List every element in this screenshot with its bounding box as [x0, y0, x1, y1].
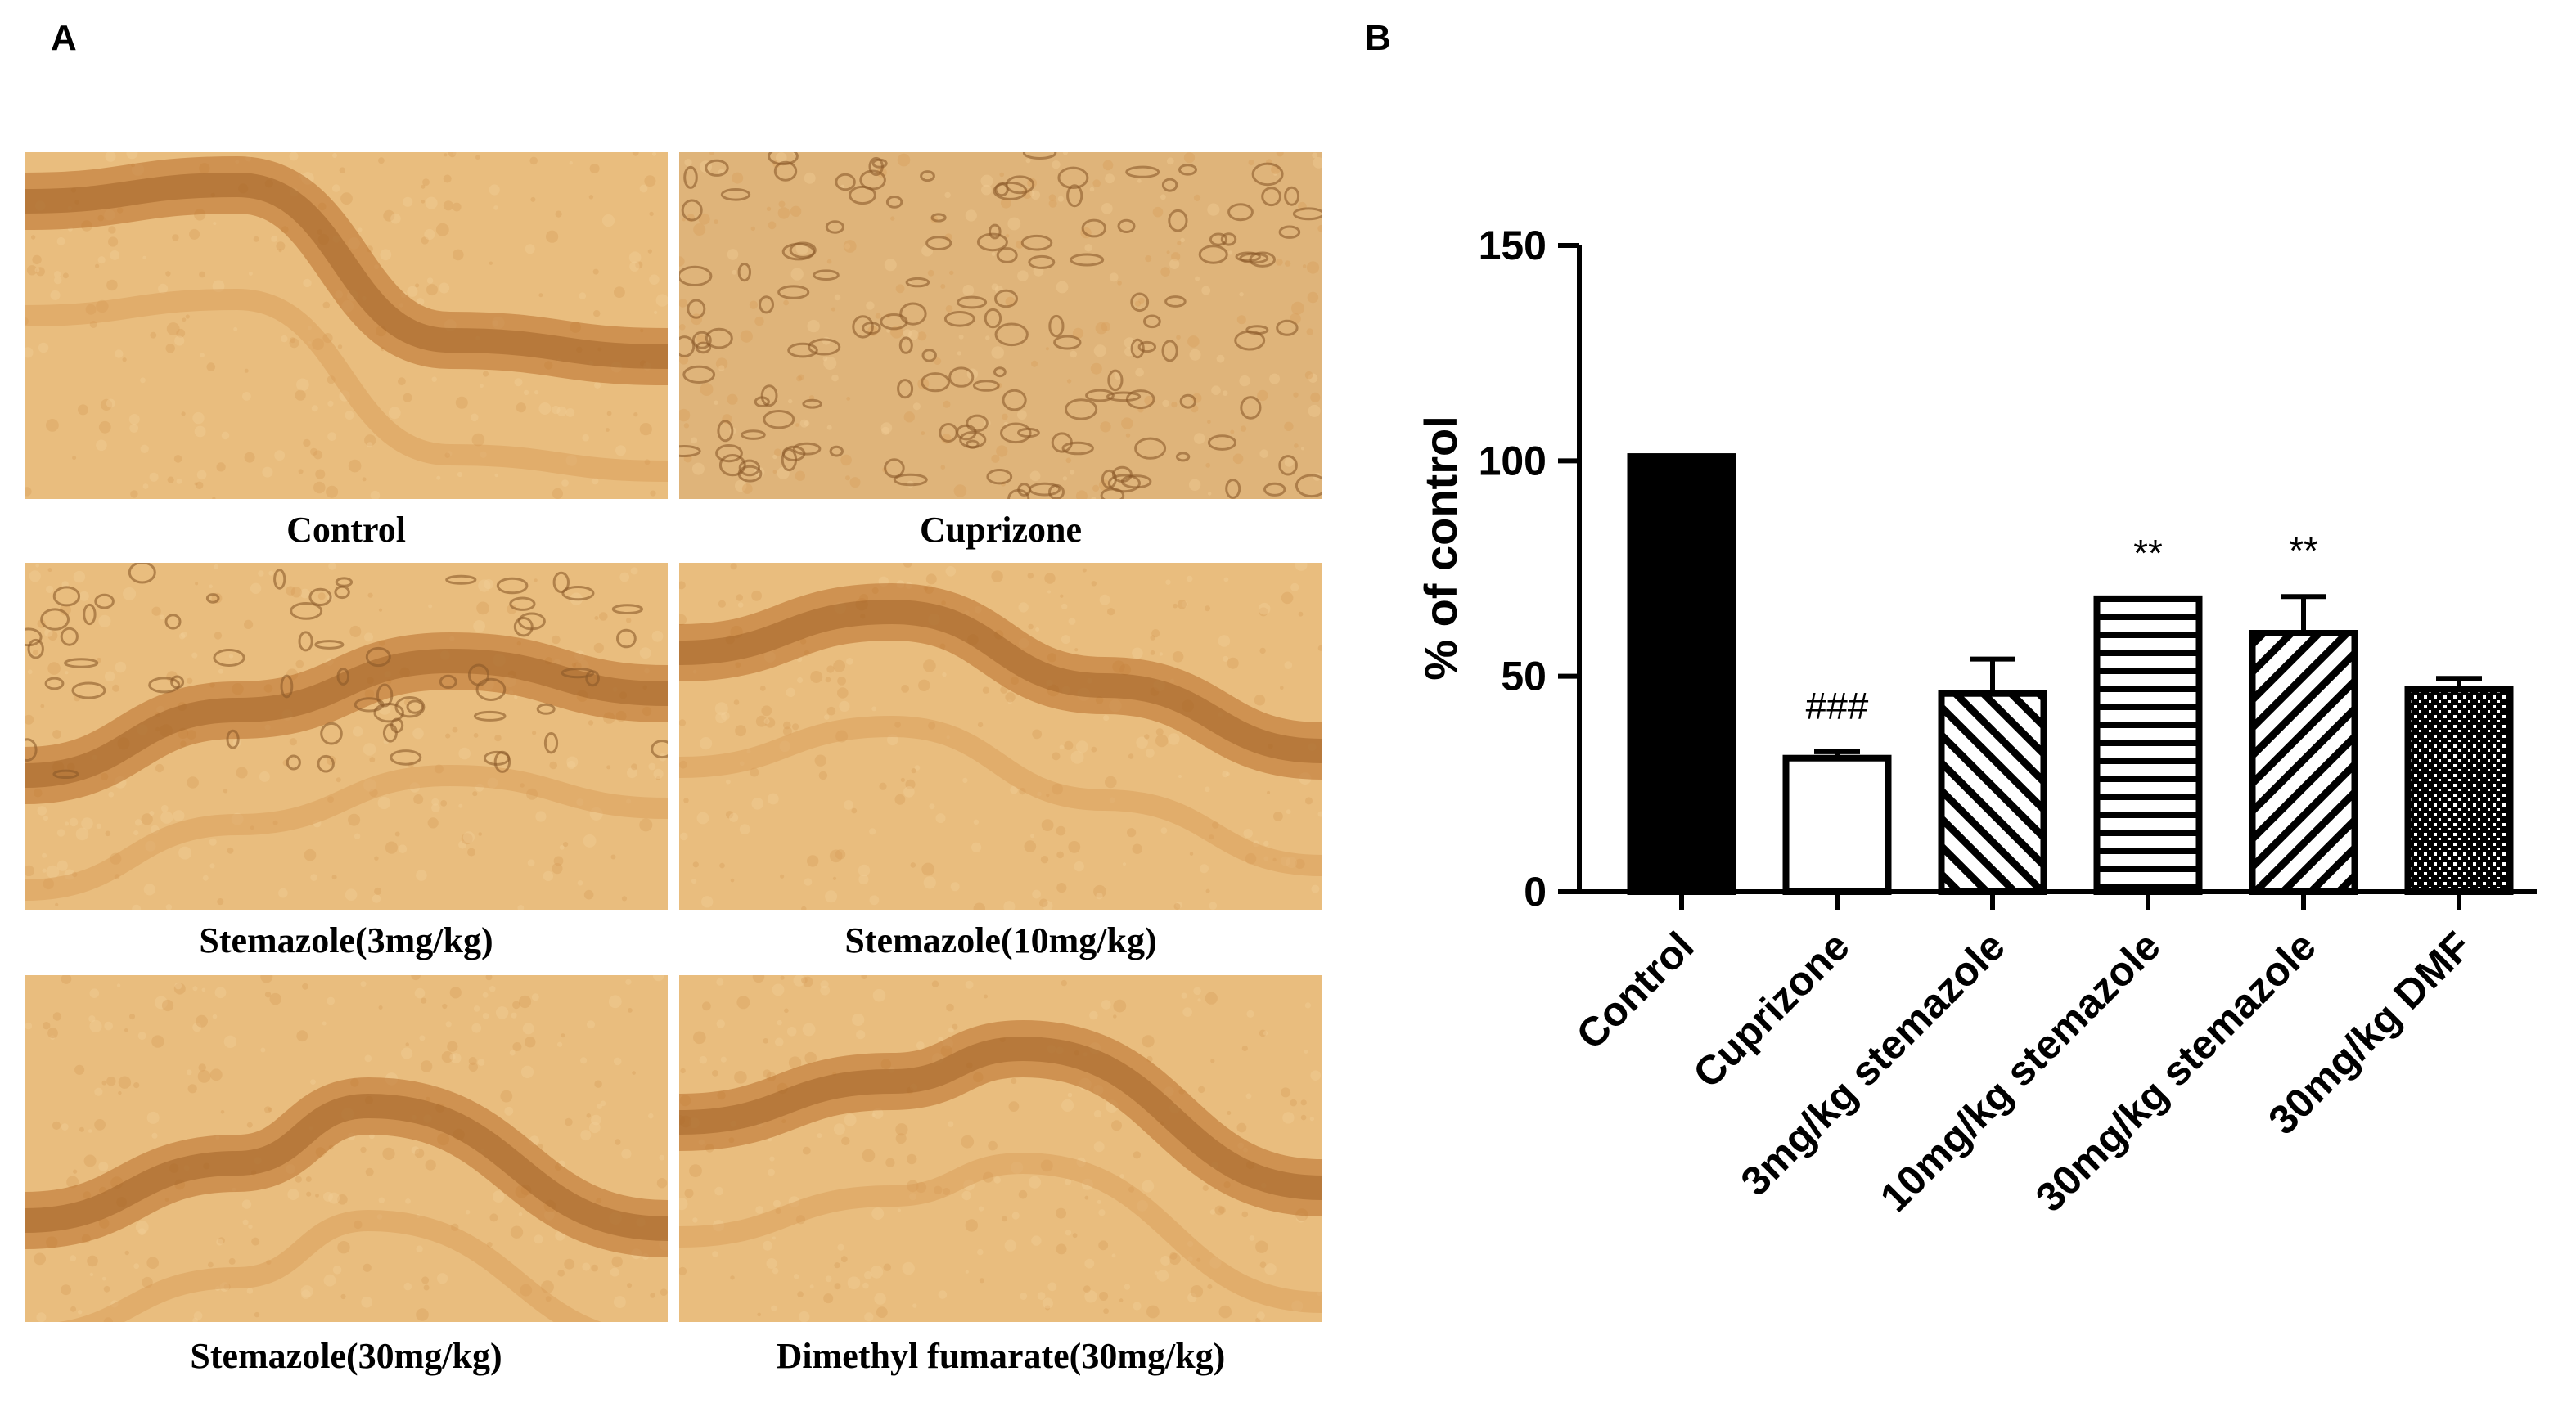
micrograph-dmf [679, 975, 1322, 1322]
x-tick-label-4: 30mg/kg stemazole [2027, 923, 2325, 1221]
y-tick-label: 150 [1479, 223, 1547, 268]
bar-0 [1627, 453, 1736, 896]
annotation-1: ### [1806, 685, 1869, 727]
caption-stemazole-30: Stemazole(30mg/kg) [190, 1336, 502, 1376]
bar-4 [2249, 630, 2358, 895]
bar-5 [2404, 686, 2514, 896]
panel-a-label: A [51, 18, 77, 58]
x-tick-label-1: Cuprizone [1684, 923, 1858, 1096]
caption-stemazole-3: Stemazole(3mg/kg) [199, 920, 493, 960]
micrograph-stemazole-30 [25, 975, 668, 1322]
annotation-3: ** [2133, 532, 2163, 574]
micrograph-control [25, 152, 668, 499]
bar-2 [1938, 690, 2047, 895]
y-tick-label: 100 [1479, 438, 1547, 483]
x-tick-label-0: Control [1568, 923, 1703, 1058]
caption-control: Control [286, 510, 406, 550]
x-tick-label-2: 3mg/kg stemazole [1732, 923, 2014, 1204]
y-axis-label: % of control [1415, 416, 1466, 681]
chart-axes: 0 50 100 150 [1479, 223, 2537, 915]
bar-1 [1782, 754, 1892, 895]
caption-dmf: Dimethyl fumarate(30mg/kg) [776, 1336, 1226, 1376]
caption-stemazole-10: Stemazole(10mg/kg) [844, 920, 1157, 960]
micrograph-stemazole-10 [679, 563, 1322, 910]
x-tick-label-3: 10mg/kg stemazole [1871, 923, 2169, 1221]
y-tick-label: 0 [1524, 869, 1547, 915]
bar-3 [2093, 595, 2203, 895]
caption-cuprizone: Cuprizone [920, 510, 1082, 550]
y-tick-label: 50 [1501, 654, 1547, 699]
panel-b-label: B [1365, 18, 1391, 58]
annotation-4: ** [2289, 529, 2318, 572]
micrograph-stemazole-3 [25, 563, 668, 910]
chart-bars [1627, 453, 2514, 896]
micrograph-cuprizone [679, 152, 1322, 499]
